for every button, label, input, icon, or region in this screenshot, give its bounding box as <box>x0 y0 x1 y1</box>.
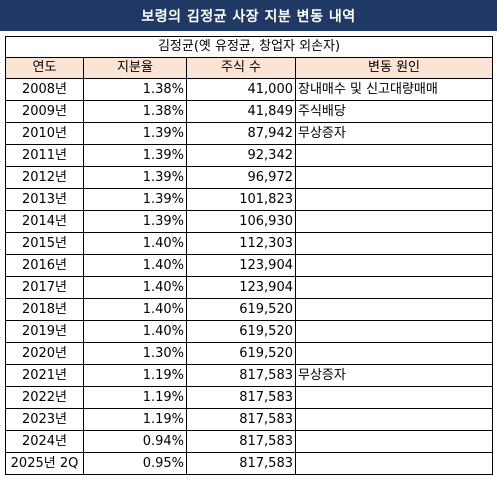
reason-cell <box>294 386 494 409</box>
shares-cell: 123,904 <box>186 254 296 277</box>
reason-cell <box>294 408 494 431</box>
column-header-shares: 주식 수 <box>186 57 296 79</box>
table-row: 2017년 1.40% 123,904 <box>5 276 494 299</box>
reason-cell <box>294 232 494 255</box>
percent-cell: 0.95% <box>83 452 187 475</box>
column-header-year: 연도 <box>5 57 84 79</box>
shareholding-table: 김정균(옛 유정균, 창업자 외손자) 연도 지분율 주식 수 변동 원인 20… <box>4 36 494 475</box>
percent-cell: 1.19% <box>83 408 187 431</box>
shares-cell: 92,342 <box>186 144 296 167</box>
year-cell: 2010년 <box>5 122 84 145</box>
year-cell: 2023년 <box>5 408 84 431</box>
reason-cell <box>294 166 494 189</box>
year-cell: 2015년 <box>5 232 84 255</box>
shares-cell: 619,520 <box>186 342 296 365</box>
table-row: 2020년 1.30% 619,520 <box>5 342 494 365</box>
reason-cell <box>294 276 494 299</box>
table-row: 2023년 1.19% 817,583 <box>5 408 494 431</box>
table-row: 2015년 1.40% 112,303 <box>5 232 494 255</box>
percent-cell: 1.40% <box>83 298 187 321</box>
percent-cell: 1.39% <box>83 144 187 167</box>
table-row: 2022년 1.19% 817,583 <box>5 386 494 409</box>
shares-cell: 112,303 <box>186 232 296 255</box>
year-cell: 2024년 <box>5 430 84 453</box>
reason-cell <box>294 452 494 475</box>
shares-cell: 41,849 <box>186 100 296 123</box>
reason-cell <box>294 430 494 453</box>
percent-cell: 1.38% <box>83 100 187 123</box>
reason-cell <box>294 298 494 321</box>
year-cell: 2013년 <box>5 188 84 211</box>
table-row: 2018년 1.40% 619,520 <box>5 298 494 321</box>
table-row: 2024년 0.94% 817,583 <box>5 430 494 453</box>
subtitle-row: 김정균(옛 유정균, 창업자 외손자) <box>4 36 494 58</box>
table-row: 2019년 1.40% 619,520 <box>5 320 494 343</box>
year-cell: 2012년 <box>5 166 84 189</box>
table-row: 2021년 1.19% 817,583 무상증자 <box>5 364 494 387</box>
percent-cell: 1.39% <box>83 188 187 211</box>
shares-cell: 87,942 <box>186 122 296 145</box>
table-subtitle: 김정균(옛 유정균, 창업자 외손자) <box>4 36 494 58</box>
year-cell: 2008년 <box>5 78 84 101</box>
table-row: 2009년 1.38% 41,849 주식배당 <box>5 100 494 123</box>
column-header-reason: 변동 원인 <box>294 57 494 79</box>
table-title: 보령의 김정균 사장 지분 변동 내역 <box>0 0 497 31</box>
percent-cell: 0.94% <box>83 430 187 453</box>
reason-cell: 무상증자 <box>294 364 494 387</box>
year-cell: 2009년 <box>5 100 84 123</box>
table-row: 2014년 1.39% 106,930 <box>5 210 494 233</box>
percent-cell: 1.40% <box>83 276 187 299</box>
reason-cell <box>294 188 494 211</box>
shares-cell: 101,823 <box>186 188 296 211</box>
percent-cell: 1.40% <box>83 232 187 255</box>
percent-cell: 1.40% <box>83 254 187 277</box>
percent-cell: 1.38% <box>83 78 187 101</box>
table-row: 2025년 2Q 0.95% 817,583 <box>5 452 494 475</box>
column-header-percent: 지분율 <box>83 57 187 79</box>
year-cell: 2011년 <box>5 144 84 167</box>
reason-cell: 장내매수 및 신고대량매매 <box>294 78 494 101</box>
percent-cell: 1.39% <box>83 122 187 145</box>
table-row: 2010년 1.39% 87,942 무상증자 <box>5 122 494 145</box>
shares-cell: 96,972 <box>186 166 296 189</box>
table-row: 2008년 1.38% 41,000 장내매수 및 신고대량매매 <box>5 78 494 101</box>
shares-cell: 817,583 <box>186 364 296 387</box>
shares-cell: 817,583 <box>186 408 296 431</box>
percent-cell: 1.19% <box>83 386 187 409</box>
reason-cell: 무상증자 <box>294 122 494 145</box>
shares-cell: 123,904 <box>186 276 296 299</box>
shares-cell: 619,520 <box>186 320 296 343</box>
shares-cell: 817,583 <box>186 430 296 453</box>
reason-cell: 주식배당 <box>294 100 494 123</box>
percent-cell: 1.19% <box>83 364 187 387</box>
reason-cell <box>294 210 494 233</box>
year-cell: 2019년 <box>5 320 84 343</box>
year-cell: 2014년 <box>5 210 84 233</box>
percent-cell: 1.39% <box>83 210 187 233</box>
shares-cell: 817,583 <box>186 452 296 475</box>
year-cell: 2017년 <box>5 276 84 299</box>
reason-cell <box>294 254 494 277</box>
shares-cell: 817,583 <box>186 386 296 409</box>
year-cell: 2016년 <box>5 254 84 277</box>
table-row: 2016년 1.40% 123,904 <box>5 254 494 277</box>
year-cell: 2021년 <box>5 364 84 387</box>
table-row: 2012년 1.39% 96,972 <box>5 166 494 189</box>
shares-cell: 106,930 <box>186 210 296 233</box>
percent-cell: 1.30% <box>83 342 187 365</box>
reason-cell <box>294 144 494 167</box>
year-cell: 2020년 <box>5 342 84 365</box>
table-row: 2011년 1.39% 92,342 <box>5 144 494 167</box>
reason-cell <box>294 320 494 343</box>
percent-cell: 1.40% <box>83 320 187 343</box>
header-row: 연도 지분율 주식 수 변동 원인 <box>5 57 494 79</box>
shares-cell: 41,000 <box>186 78 296 101</box>
percent-cell: 1.39% <box>83 166 187 189</box>
year-cell: 2025년 2Q <box>5 452 84 475</box>
year-cell: 2018년 <box>5 298 84 321</box>
table-row: 2013년 1.39% 101,823 <box>5 188 494 211</box>
year-cell: 2022년 <box>5 386 84 409</box>
reason-cell <box>294 342 494 365</box>
shares-cell: 619,520 <box>186 298 296 321</box>
